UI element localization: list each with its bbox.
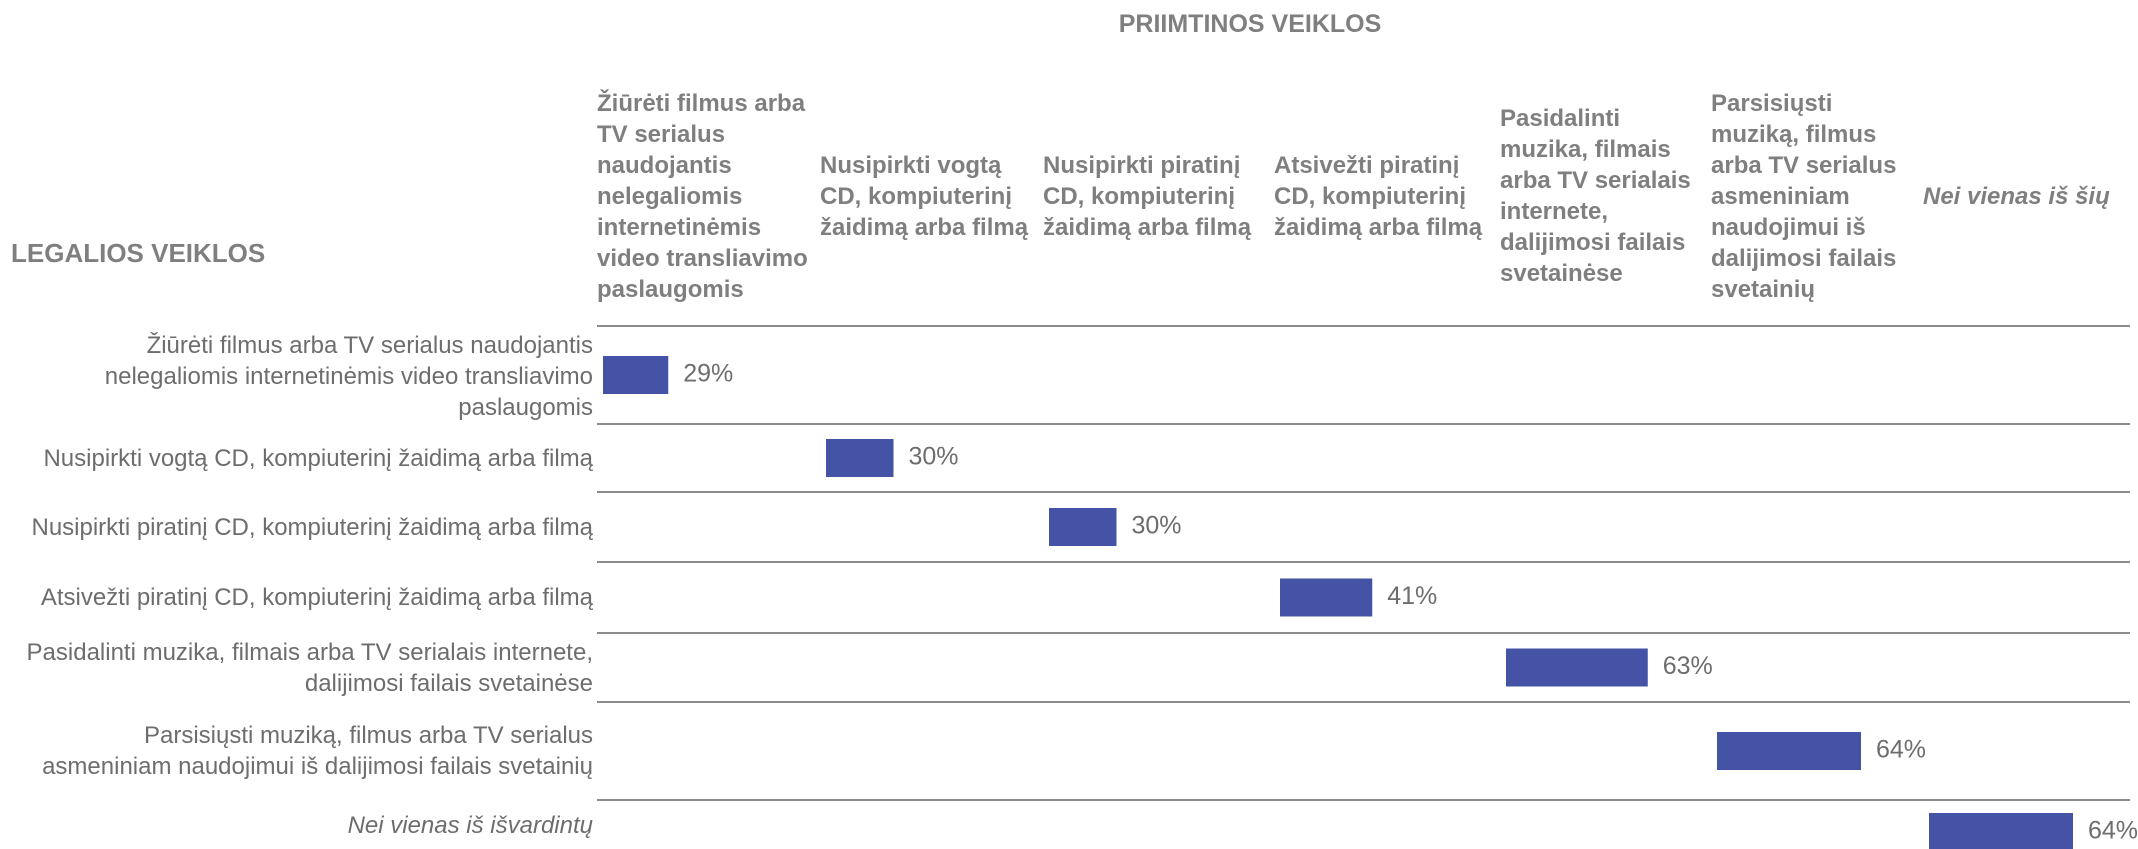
row-label: Nusipirkti vogtą CD, kompiuterinį žaidim…	[43, 444, 593, 472]
value-label: 29%	[683, 360, 733, 388]
value-label: 41%	[1387, 582, 1437, 610]
bar	[1280, 578, 1373, 617]
column-header: Žiūrėti filmus arba TV serialus naudojan…	[597, 89, 808, 303]
value-label: 63%	[1663, 652, 1713, 680]
column-header: Nusipirkti piratinį CD, kompiuterinį žai…	[1043, 151, 1252, 241]
row-label: Nusipirkti piratinį CD, kompiuterinį žai…	[31, 513, 593, 541]
bar	[603, 356, 669, 394]
row-label: Nei vienas iš išvardintų	[347, 812, 593, 839]
value-label: 64%	[1876, 736, 1926, 764]
bar	[1929, 813, 2073, 849]
row-axis-title: LEGALIOS VEIKLOS	[11, 238, 266, 268]
value-label: 30%	[1132, 512, 1182, 540]
row-label: Pasidalinti muzika, filmais arba TV seri…	[26, 638, 593, 697]
value-label: 64%	[2088, 817, 2138, 845]
column-header: Parsisiųsti muziką, filmus arba TV seria…	[1711, 89, 1897, 303]
value-label: 30%	[909, 443, 959, 471]
row-label: Atsivežti piratinį CD, kompiuterinį žaid…	[40, 584, 593, 611]
bar	[1506, 648, 1648, 687]
bar	[1717, 732, 1861, 770]
column-header: Nusipirkti vogtą CD, kompiuterinį žaidim…	[820, 151, 1029, 241]
column-header: Nei vienas iš šių	[1923, 182, 2110, 210]
bar	[826, 439, 894, 477]
row-label: Žiūrėti filmus arba TV serialus naudojan…	[104, 331, 593, 421]
row-label: Parsisiųsti muziką, filmus arba TV seria…	[42, 722, 593, 780]
bar	[1049, 508, 1117, 546]
chart-title: PRIIMTINOS VEIKLOS	[1118, 10, 1382, 38]
column-header: Pasidalinti muzika, filmais arba TV seri…	[1500, 105, 1691, 287]
column-header: Atsivežti piratinį CD, kompiuterinį žaid…	[1274, 151, 1483, 241]
